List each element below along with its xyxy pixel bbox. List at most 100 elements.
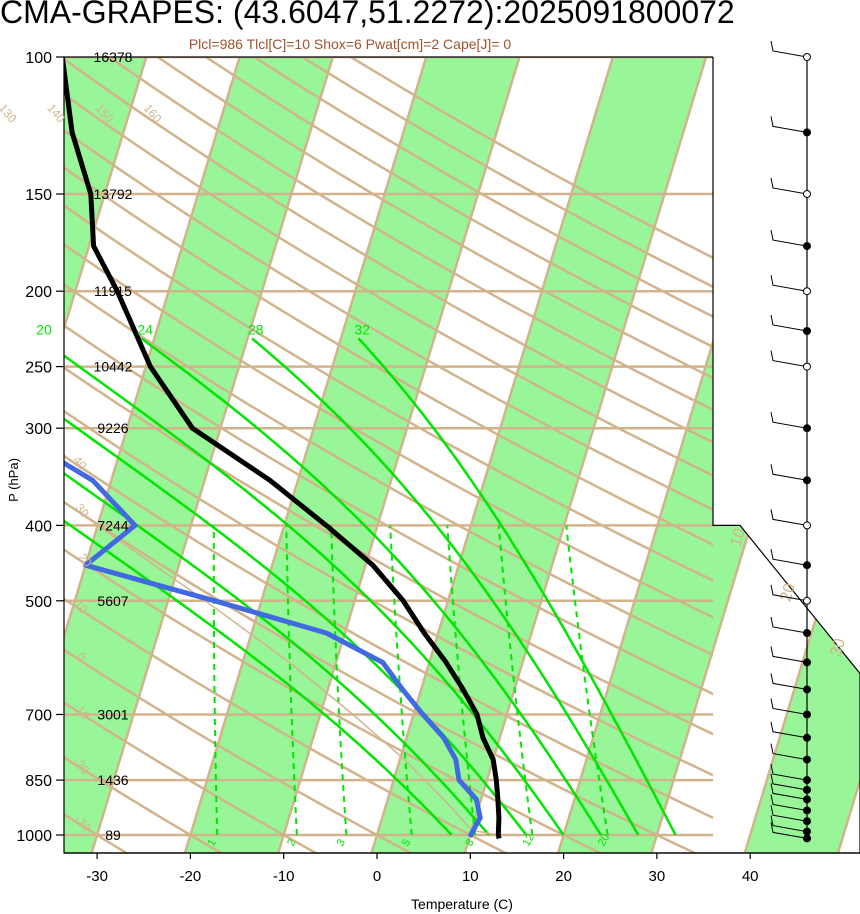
height-label: 5607 [97,593,128,609]
wind-level-dot [803,733,811,742]
chart-subtitle: Plcl=986 Tlcl[C]=10 Shox=6 Pwat[cm]=2 Ca… [188,36,512,52]
wind-level-dot [803,561,811,570]
moist-adiabat-line [64,471,490,836]
wind-barb [770,773,808,791]
y-tick-label: 300 [25,421,52,438]
adiabats-and-mixing-ratios [64,337,677,836]
wind-barb [770,721,808,739]
wind-barb [770,230,808,247]
dry-adiabat-line [0,21,54,867]
moist-adiabat-line [251,337,640,836]
y-tick-label: 400 [25,518,52,535]
y-tick-label: 1000 [16,828,52,845]
x-tick-label: 30 [649,868,666,885]
x-tick-label: -20 [180,868,202,885]
wind-barb [770,616,808,634]
height-label: 16378 [94,49,133,65]
sounding-profiles [64,57,502,839]
wind-level-dot [803,806,811,815]
wind-level-dot [803,424,811,433]
wind-barb [770,743,808,761]
x-tick-label: -30 [86,868,108,885]
wind-barb [770,549,808,566]
isotherm-bands [64,57,713,853]
moist-adiabat-line [64,417,528,836]
moist-adiabat-label: 32 [355,321,371,337]
wind-barb [770,783,808,800]
wind-barb [770,412,808,429]
chart-title: CMA-GRAPES: (43.6047,51.2272):2025091800… [0,0,735,30]
isotherm-line [556,337,713,853]
y-tick-label: 250 [25,360,52,377]
wind-level-dot [803,834,811,843]
temperature-profile-line [64,57,502,839]
wind-barb [770,177,808,195]
dry-adiabat-line [64,597,509,853]
isotherm-line [370,57,615,853]
wind-barb [770,646,808,663]
isotherm-line [276,57,521,853]
dry-adiabat-line [64,92,713,477]
isotherm-line [650,645,713,853]
wind-barb [770,464,808,481]
x-tick-label: 40 [742,868,759,885]
moist-adiabat-label: 20 [36,321,52,337]
dry-adiabat-line [64,648,414,853]
moist-adiabat-line [357,337,677,836]
wind-barb [770,40,808,58]
dry-adiabat-line [64,548,603,853]
y-tick-label: 850 [25,773,52,790]
isotherm-band-extended [740,525,860,853]
isotherm-label: 10 [728,526,749,548]
y-tick-label: 100 [25,50,52,67]
x-tick-label: 20 [555,868,572,885]
wind-level-dot [803,658,811,667]
height-label: 3001 [97,706,128,722]
mixing-ratio-label: 1 [205,837,218,848]
isotherm-line [183,57,428,853]
extended-background-layer [0,21,860,867]
dry-adiabat-line [64,701,319,853]
mixing-ratio-label: 5 [400,837,413,848]
dry-adiabat-line [155,57,713,380]
dry-adiabat-line [64,282,713,657]
wind-barb [770,673,808,690]
wind-barb [770,350,808,368]
wind-level-dot [803,53,811,61]
wind-level-dot [803,795,811,804]
y-tick-label: 150 [25,187,52,204]
wind-barb [770,698,808,715]
moist-adiabat-label: 24 [137,321,153,337]
dry-adiabat-line [64,366,713,736]
height-label: 10442 [94,359,133,375]
wind-level-dot [803,827,811,836]
dry-adiabat-line [64,57,713,444]
wind-barb [770,764,808,781]
isotherm-line-extended [0,21,64,867]
wind-barb [770,815,808,833]
mixing-ratio-label: 20 [596,832,613,849]
moist-adiabat-line [64,519,453,836]
wind-level-dot [803,629,811,638]
height-label: 9226 [97,420,128,436]
y-tick-label: 500 [25,594,52,611]
wind-barb [770,509,808,526]
mixing-ratio-label: 12 [520,832,537,849]
dry-adiabat-line [64,204,713,582]
wind-level-dot [803,362,811,371]
wind-barb [770,275,808,292]
isotherm-label: 20 [778,581,799,603]
dewpoint-profile-line [64,460,483,838]
x-tick-label: -10 [273,868,295,885]
wind-level-dot [803,326,811,335]
wind-level-dot [803,685,811,694]
mixing-ratio-label: 3 [335,837,348,848]
dry-adiabat-label: 160 [141,101,165,126]
mixing-ratio-line [330,525,348,836]
moist-adiabat-line [140,337,602,836]
wind-level-dot [803,287,811,296]
mixing-ratio-line [389,525,413,836]
wind-level-dot [803,785,811,794]
wind-barb [770,794,808,811]
wind-level-dot [803,817,811,826]
